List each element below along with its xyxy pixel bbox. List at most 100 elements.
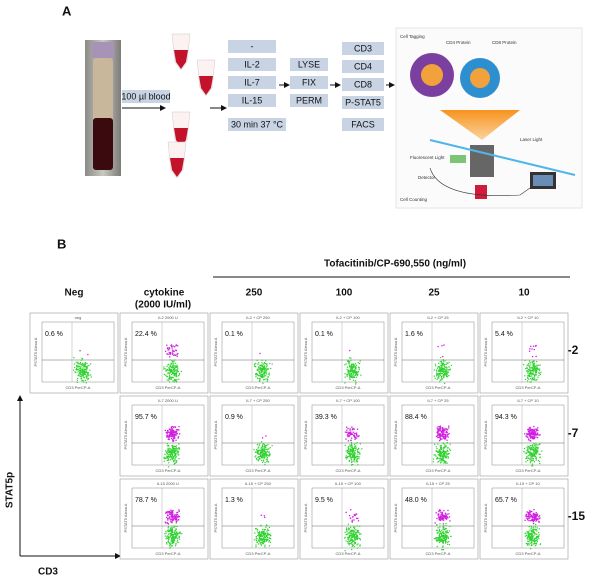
event-dot — [348, 372, 350, 375]
event-dot — [347, 532, 350, 534]
event-dot — [348, 361, 350, 364]
event-dot — [531, 544, 533, 546]
event-dot — [359, 545, 361, 547]
event-dot — [528, 378, 530, 380]
event-dot — [447, 509, 449, 512]
event-dot — [261, 531, 263, 533]
event-dot — [169, 536, 171, 539]
event-dot — [526, 370, 528, 372]
event-dot — [172, 539, 175, 542]
event-dot — [536, 370, 538, 372]
event-dot — [77, 363, 79, 365]
column-header: 100 — [336, 288, 353, 299]
event-dot — [448, 369, 450, 371]
event-dot — [531, 458, 533, 460]
event-dot — [167, 372, 169, 374]
event-dot — [353, 455, 355, 457]
plot-x-label: CD3 PerCP-A — [336, 468, 361, 473]
event-dot — [534, 375, 536, 377]
event-dot — [173, 360, 175, 363]
event-dot — [529, 435, 531, 437]
event-dot — [531, 454, 533, 456]
event-dot — [260, 367, 262, 369]
event-dot — [438, 534, 440, 537]
event-dot — [262, 373, 264, 375]
event-dot — [347, 449, 349, 451]
event-dot — [538, 443, 541, 446]
event-dot — [175, 429, 178, 431]
event-dot — [532, 435, 535, 437]
event-dot — [181, 533, 183, 535]
event-dot — [442, 450, 444, 452]
event-dot — [528, 541, 530, 543]
event-dot — [533, 436, 535, 438]
event-dot — [443, 515, 445, 518]
event-dot — [445, 461, 447, 463]
event-dot — [168, 375, 171, 377]
event-dot — [535, 436, 537, 438]
event-dot — [73, 363, 76, 365]
event-dot — [178, 532, 180, 534]
event-dot — [438, 434, 441, 437]
event-dot — [345, 456, 347, 458]
event-dot — [82, 364, 84, 367]
event-dot — [536, 451, 538, 453]
event-dot — [440, 538, 443, 541]
plot-area — [311, 321, 385, 383]
plot-y-label: PSTAT5 Alexa A — [393, 420, 398, 449]
event-dot — [171, 360, 173, 362]
event-dot — [84, 362, 87, 364]
event-dot — [534, 444, 536, 446]
event-dot — [527, 534, 530, 536]
event-dot — [173, 451, 175, 454]
event-dot — [83, 368, 85, 370]
event-dot — [168, 513, 171, 516]
event-dot — [171, 545, 173, 547]
event-dot — [265, 524, 268, 526]
event-dot — [527, 431, 530, 433]
event-dot — [527, 459, 529, 462]
event-dot — [351, 453, 353, 456]
event-dot — [262, 459, 265, 461]
event-dot — [434, 537, 436, 540]
event-dot — [178, 509, 180, 511]
event-dot — [265, 452, 267, 455]
event-dot — [441, 511, 443, 514]
event-dot — [349, 365, 351, 367]
event-dot — [259, 451, 262, 453]
event-dot — [439, 361, 441, 363]
event-dot — [171, 529, 173, 531]
event-dot — [166, 522, 169, 524]
event-dot — [537, 450, 539, 452]
event-dot — [528, 446, 530, 448]
event-dot — [531, 510, 533, 513]
plot-title: IL2 + CP 10 — [517, 315, 539, 320]
event-dot — [437, 373, 439, 375]
event-dot — [436, 540, 438, 542]
event-dot — [172, 440, 174, 443]
event-dot — [350, 456, 352, 458]
event-dot — [534, 516, 537, 519]
event-dot — [525, 452, 528, 454]
event-dot — [354, 449, 356, 452]
event-dot — [437, 436, 439, 439]
event-dot — [348, 529, 350, 531]
event-dot — [172, 360, 174, 362]
event-dot — [355, 517, 358, 520]
event-dot — [444, 436, 446, 438]
event-dot — [264, 448, 266, 450]
event-dot — [536, 447, 538, 449]
event-dot — [263, 532, 266, 534]
event-dot — [356, 537, 358, 539]
event-dot — [438, 433, 441, 435]
event-dot — [450, 364, 452, 366]
event-dot — [262, 456, 264, 459]
event-dot — [438, 454, 440, 457]
event-dot — [349, 543, 352, 545]
event-dot — [444, 516, 446, 519]
event-dot — [530, 538, 532, 540]
plot-frame — [299, 312, 389, 394]
event-dot — [173, 460, 175, 462]
event-dot — [175, 532, 177, 535]
event-dot — [170, 534, 172, 536]
